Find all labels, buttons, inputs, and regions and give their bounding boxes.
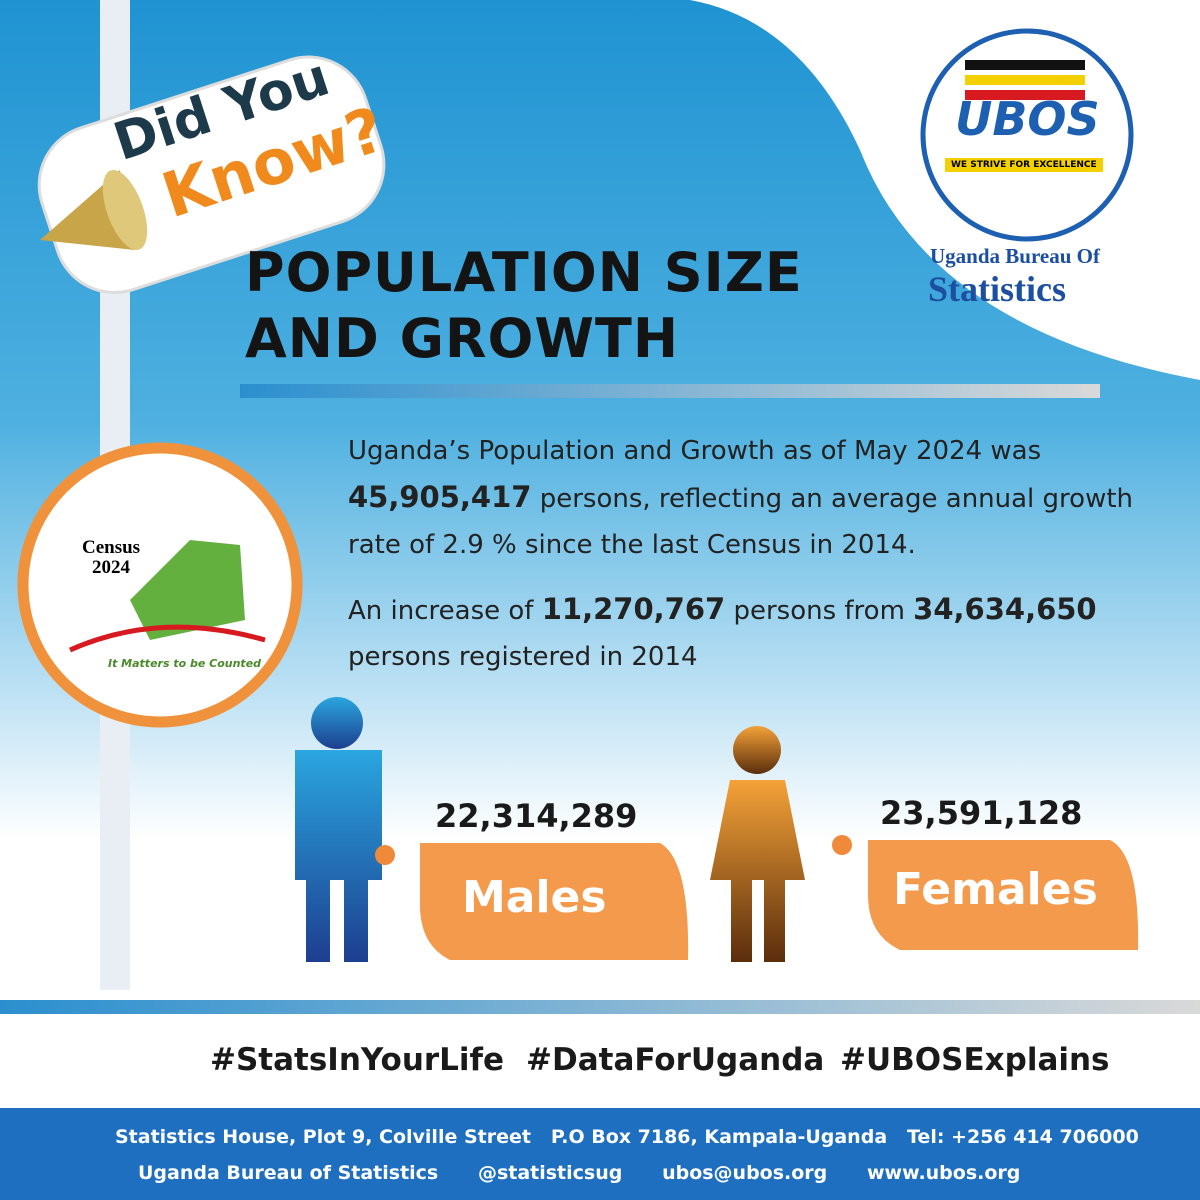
male-label: Males	[462, 872, 607, 923]
address: Statistics House, Plot 9, Colville Stree…	[115, 1126, 1139, 1148]
social: Uganda Bureau of Statistics @statisticsu…	[138, 1162, 1020, 1184]
census-title: Census 2024	[82, 538, 140, 578]
text: persons, reflecting an average annual gr…	[348, 484, 1134, 560]
text: persons registered in 2014	[348, 642, 698, 672]
logo-motto: WE STRIVE FOR EXCELLENCE	[945, 158, 1103, 172]
hashtag: #UBOSExplains	[840, 1042, 1110, 1078]
paragraph: Uganda’s Population and Growth as of May…	[348, 428, 1148, 568]
text: An increase of	[348, 596, 534, 626]
figure: 11,270,767	[541, 592, 726, 626]
facebook: Uganda Bureau of Statistics	[138, 1162, 439, 1184]
address-part: Statistics House, Plot 9, Colville Stree…	[115, 1126, 531, 1148]
figure: 34,634,650	[913, 592, 1097, 626]
census-slogan: It Matters to be Counted	[108, 657, 262, 670]
title: POPULATION SIZE AND GROWTH	[245, 240, 803, 372]
text: Uganda’s Population and Growth as of May…	[348, 436, 1042, 466]
title-line: POPULATION SIZE	[245, 241, 803, 304]
address-part: Tel: +256 414 706000	[907, 1126, 1139, 1148]
figure: 45,905,417	[348, 480, 532, 514]
logo-mark: UBOS	[955, 92, 1100, 146]
title-line: AND GROWTH	[245, 307, 680, 370]
male-count: 22,314,289	[435, 797, 638, 835]
org-name: Statistics	[928, 269, 1066, 309]
email: ubos@ubos.org	[662, 1162, 828, 1184]
text: persons from	[733, 596, 905, 626]
address-part: P.O Box 7186, Kampala-Uganda	[550, 1126, 888, 1148]
female-count: 23,591,128	[880, 794, 1083, 832]
website: www.ubos.org	[867, 1162, 1021, 1184]
paragraph: An increase of 11,270,767 persons from 3…	[348, 586, 1148, 680]
twitter: @statisticsug	[477, 1162, 623, 1184]
hashtag: #DataForUganda	[526, 1042, 825, 1078]
org-name: Uganda Bureau Of	[930, 244, 1100, 268]
hashtag: #StatsInYourLife	[210, 1042, 505, 1078]
census-line: 2024	[92, 557, 131, 578]
census-line: Census	[82, 537, 141, 558]
female-label: Females	[893, 864, 1098, 915]
